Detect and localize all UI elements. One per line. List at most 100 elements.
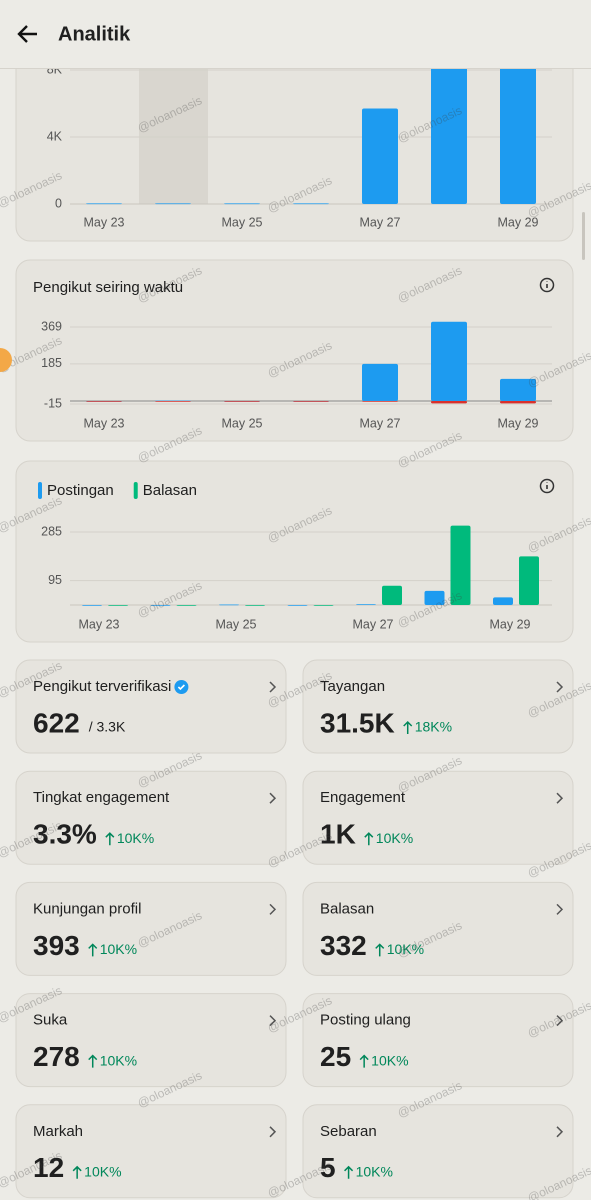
y-tick-label: 185	[41, 356, 62, 370]
bar	[150, 605, 171, 606]
bar	[500, 69, 536, 204]
y-tick-label: 369	[41, 319, 62, 333]
bar	[362, 400, 398, 402]
chevron	[269, 903, 277, 915]
stat-label: Posting ulang	[320, 1012, 411, 1029]
back-button[interactable]	[17, 25, 37, 43]
y-tick-label: 4K	[47, 129, 63, 143]
bar	[519, 556, 539, 605]
stat-change: 10K%	[100, 1052, 137, 1068]
x-tick-label: May 25	[222, 215, 263, 229]
bar	[219, 604, 239, 606]
x-tick-label: May 23	[84, 416, 125, 430]
stat-change: 10K%	[100, 941, 137, 957]
x-tick-label: May 25	[216, 617, 257, 631]
stat-label: Engagement	[320, 789, 406, 806]
stat-change: 10K%	[84, 1164, 121, 1180]
bar	[293, 400, 329, 402]
stat-card[interactable]	[302, 881, 574, 976]
stat-card[interactable]	[15, 881, 287, 976]
x-tick-label: May 29	[498, 416, 539, 430]
bar	[245, 605, 265, 606]
legend-swatch	[133, 482, 138, 499]
stat-change: 10K%	[376, 830, 413, 846]
bar	[382, 585, 402, 605]
stat-label: Pengikut terverifikasi	[33, 678, 171, 695]
bar	[155, 203, 191, 205]
stat-label: Balasan	[320, 900, 374, 917]
bar	[500, 378, 536, 401]
page-title: Analitik	[58, 23, 131, 45]
y-tick-label: 285	[41, 524, 62, 538]
bar	[155, 400, 191, 402]
stat-change: 10K%	[356, 1164, 393, 1180]
stat-card[interactable]	[15, 1104, 287, 1199]
bar	[362, 363, 398, 401]
header-bar	[0, 0, 591, 68]
info-icon[interactable]	[539, 478, 555, 494]
y-tick-label: 95	[48, 573, 62, 587]
stat-value: 278	[33, 1041, 80, 1072]
bar	[86, 400, 122, 402]
legend-label[interactable]: Balasan	[143, 482, 197, 499]
stat-label: Suka	[33, 1012, 68, 1029]
stat-label: Tayangan	[320, 678, 385, 695]
bar	[86, 203, 122, 205]
selected-day-highlight	[139, 69, 208, 204]
chart-title: Pengikut seiring waktu	[33, 279, 183, 296]
up-arrow	[88, 943, 98, 957]
chevron	[556, 903, 564, 915]
stat-label: Sebaran	[320, 1123, 377, 1140]
stat-card[interactable]	[302, 659, 574, 754]
stat-value: 332	[320, 930, 367, 961]
up-arrow	[375, 943, 385, 957]
bar	[356, 604, 376, 606]
up-arrow	[105, 832, 115, 846]
stat-card[interactable]	[302, 1104, 574, 1199]
stat-card[interactable]	[15, 993, 287, 1088]
up-arrow	[88, 1054, 98, 1068]
bar	[293, 203, 329, 205]
stat-value: 393	[33, 930, 80, 961]
chevron	[556, 1126, 564, 1138]
bar	[431, 69, 467, 204]
stat-card[interactable]	[302, 993, 574, 1088]
bar	[313, 605, 334, 606]
bar	[108, 605, 128, 606]
stat-card[interactable]	[15, 770, 287, 865]
verified-check	[177, 684, 185, 691]
chevron	[269, 1015, 277, 1027]
chevron	[556, 681, 564, 693]
stat-change: 10K%	[387, 941, 424, 957]
x-tick-label: May 27	[360, 215, 401, 229]
stat-card[interactable]	[302, 770, 574, 865]
legend-label[interactable]: Postingan	[47, 482, 114, 499]
up-arrow	[359, 1054, 369, 1068]
bar	[500, 400, 536, 404]
chevron	[269, 792, 277, 804]
edge-handle[interactable]	[0, 348, 12, 372]
stat-value: 5	[320, 1152, 336, 1183]
stat-value: 622	[33, 707, 80, 738]
x-tick-label: May 27	[353, 617, 394, 631]
bar	[431, 400, 467, 404]
scrollbar	[582, 212, 585, 260]
chevron	[556, 1015, 564, 1027]
stat-value: 25	[320, 1041, 351, 1072]
x-tick-label: May 23	[79, 617, 120, 631]
x-tick-label: May 25	[222, 416, 263, 430]
info-icon[interactable]	[539, 277, 555, 293]
x-tick-label: May 29	[490, 617, 531, 631]
y-tick-label: -15	[44, 396, 62, 410]
y-tick-label: 0	[55, 196, 62, 210]
legend-swatch	[38, 482, 42, 499]
chevron	[556, 792, 564, 804]
bar	[82, 605, 102, 606]
x-tick-label: May 23	[84, 215, 125, 229]
bar	[431, 321, 467, 401]
stat-card[interactable]	[15, 659, 287, 754]
y-tick-label: 8K	[47, 62, 63, 76]
stat-value: 1K	[320, 819, 356, 850]
